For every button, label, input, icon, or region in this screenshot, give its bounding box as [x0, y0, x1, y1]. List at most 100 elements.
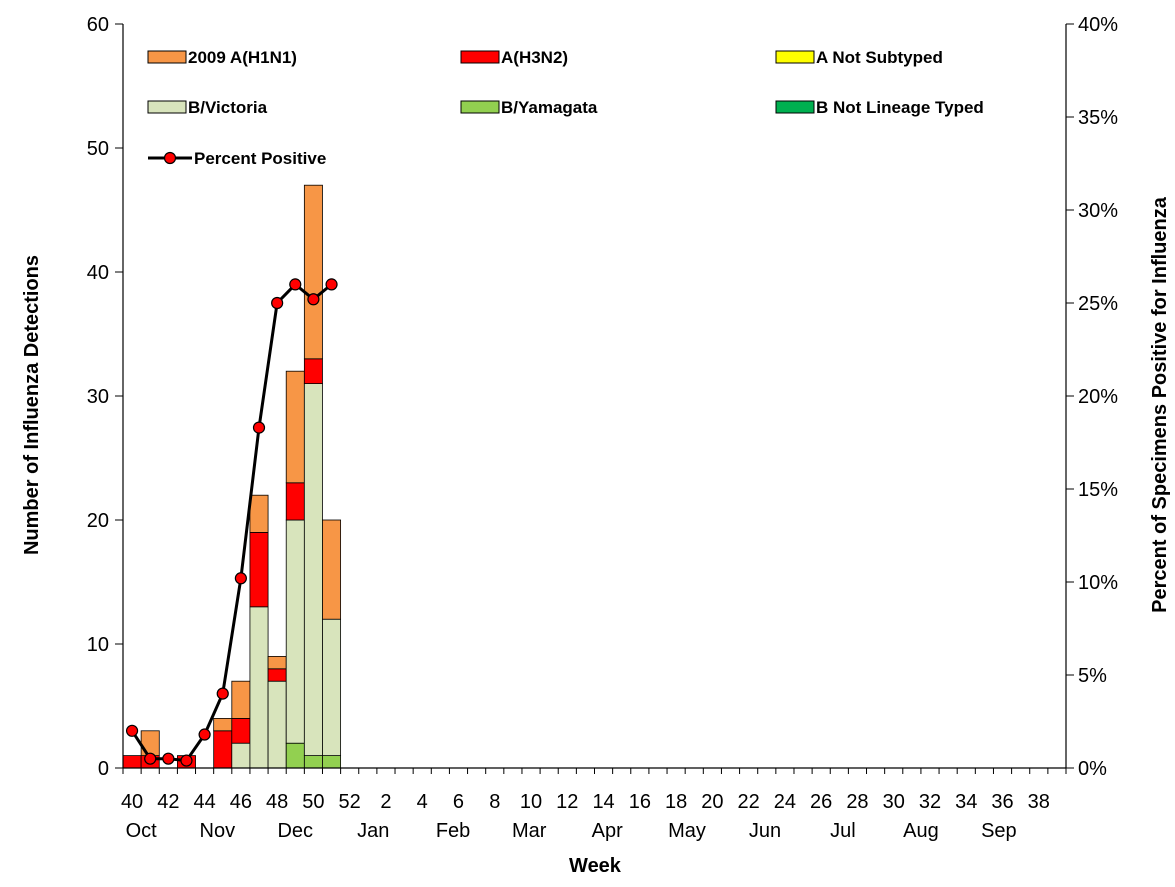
legend-label-percent-positive: Percent Positive — [194, 149, 326, 168]
bar-a-h3n2-week-45 — [213, 730, 233, 769]
x-tick-label: 28 — [846, 791, 868, 813]
month-label-feb: Feb — [436, 820, 470, 842]
x-tick-label: 4 — [417, 791, 428, 813]
month-label-aug: Aug — [903, 820, 939, 842]
y-right-tick-label: 15% — [1078, 479, 1118, 501]
bar-b-victoria-week-49 — [285, 519, 305, 744]
x-tick-label: 16 — [629, 791, 651, 813]
y-left-tick-label: 10 — [87, 634, 109, 656]
x-tick-label: 24 — [774, 791, 796, 813]
percent-positive-marker-week-44 — [198, 728, 211, 741]
month-label-jan: Jan — [357, 820, 389, 842]
percent-positive-marker-week-42 — [162, 752, 175, 765]
bar-b-victoria-week-46 — [231, 742, 251, 769]
percent-positive-layer — [125, 278, 338, 767]
x-tick-label: 20 — [701, 791, 723, 813]
y-axis-left-title: Number of Influenza Detections — [21, 255, 43, 555]
percent-positive-marker-week-49 — [289, 278, 302, 291]
y-right-tick-label: 40% — [1078, 14, 1118, 36]
bar-a-h3n2-week-40 — [122, 755, 142, 769]
month-label-oct: Oct — [126, 820, 158, 842]
legend-marker-swatch — [163, 151, 177, 165]
month-label-apr: Apr — [592, 820, 623, 842]
legend-label-b-yamagata: B/Yamagata — [501, 98, 598, 117]
percent-positive-marker-week-43 — [180, 754, 193, 767]
x-tick-label: 30 — [883, 791, 905, 813]
bar-a-h3n2-week-50 — [303, 358, 323, 384]
y-right-tick-label: 5% — [1078, 665, 1107, 687]
legend-swatch-2009-a-h1n1 — [147, 50, 187, 64]
x-tick-label: 38 — [1028, 791, 1050, 813]
y-axis-right-title: Percent of Specimens Positive for Influe… — [1149, 196, 1171, 613]
percent-positive-marker-week-46 — [234, 572, 247, 585]
legend-label-b-victoria: B/Victoria — [188, 98, 268, 117]
percent-positive-marker-week-40 — [125, 724, 139, 737]
month-label-nov: Nov — [200, 820, 236, 842]
x-tick-label: 12 — [556, 791, 578, 813]
month-label-sep: Sep — [981, 820, 1017, 842]
bar-b-yamagata-week-51 — [322, 755, 342, 769]
percent-positive-marker-week-51 — [325, 278, 338, 291]
x-tick-label: 32 — [919, 791, 941, 813]
bar-2009-a-h1n1-week-45 — [213, 718, 233, 732]
legend-label-a-not-subtyped: A Not Subtyped — [816, 48, 943, 67]
x-tick-label: 2 — [380, 791, 391, 813]
month-label-mar: Mar — [512, 820, 547, 842]
legend-label-b-not-lineage-typed: B Not Lineage Typed — [816, 98, 984, 117]
x-tick-label: 40 — [121, 791, 143, 813]
bar-a-h3n2-week-47 — [249, 532, 269, 608]
percent-positive-marker-week-41 — [144, 752, 157, 765]
bar-b-victoria-week-47 — [249, 606, 269, 769]
y-right-tick-label: 0% — [1078, 758, 1107, 780]
bars-layer — [122, 184, 342, 769]
y-right-tick-label: 20% — [1078, 386, 1118, 408]
month-label-jun: Jun — [749, 820, 781, 842]
x-tick-label: 26 — [810, 791, 832, 813]
x-tick-label: 6 — [453, 791, 464, 813]
bar-2009-a-h1n1-week-48 — [267, 656, 287, 670]
x-tick-label: 14 — [592, 791, 614, 813]
x-tick-label: 46 — [230, 791, 252, 813]
y-right-tick-label: 25% — [1078, 293, 1118, 315]
month-label-dec: Dec — [277, 820, 313, 842]
x-tick-label: 48 — [266, 791, 288, 813]
bar-2009-a-h1n1-week-47 — [249, 494, 269, 533]
percent-positive-marker-week-47 — [252, 421, 266, 434]
legend-label-2009-a-h1n1: 2009 A(H1N1) — [188, 48, 297, 67]
y-left-tick-label: 0 — [98, 758, 109, 780]
bar-2009-a-h1n1-week-50 — [303, 184, 323, 360]
bar-2009-a-h1n1-week-41 — [140, 730, 160, 756]
x-tick-label: 22 — [738, 791, 760, 813]
legend-swatch-b-yamagata — [460, 100, 500, 114]
legend-swatch-b-victoria — [147, 100, 187, 114]
bar-a-h3n2-week-46 — [231, 718, 251, 744]
y-left-tick-label: 20 — [87, 510, 109, 532]
bar-b-yamagata-week-50 — [303, 755, 323, 769]
month-label-jul: Jul — [830, 820, 856, 842]
bar-b-victoria-week-48 — [267, 680, 287, 769]
legend-swatch-b-not-lineage-typed — [775, 100, 815, 114]
month-label-may: May — [668, 820, 706, 842]
bar-a-h3n2-week-48 — [267, 668, 287, 682]
y-left-tick-label: 40 — [87, 262, 109, 284]
bar-2009-a-h1n1-week-49 — [285, 370, 305, 484]
x-tick-label: 44 — [193, 791, 215, 813]
x-tick-label: 8 — [489, 791, 500, 813]
y-right-tick-label: 30% — [1078, 200, 1118, 222]
legend-swatch-a-h3n2 — [460, 50, 500, 64]
bar-b-yamagata-week-49 — [285, 742, 305, 769]
x-tick-label: 18 — [665, 791, 687, 813]
x-tick-label: 52 — [339, 791, 361, 813]
x-tick-label: 36 — [991, 791, 1013, 813]
x-tick-label: 34 — [955, 791, 977, 813]
percent-positive-marker-week-48 — [271, 296, 284, 310]
y-left-tick-label: 60 — [87, 14, 109, 36]
x-tick-label: 42 — [157, 791, 179, 813]
y-right-tick-label: 10% — [1078, 572, 1118, 594]
legend-label-a-h3n2: A(H3N2) — [501, 48, 568, 67]
bar-b-victoria-week-51 — [322, 618, 342, 757]
legend-swatch-a-not-subtyped — [775, 50, 815, 64]
axes-layer: 0 10 20 30 40 50 60 0% 5% 10% 15% 20% 25% 30% 35% 40% 40… — [87, 14, 1118, 842]
bar-b-victoria-week-50 — [303, 383, 323, 757]
